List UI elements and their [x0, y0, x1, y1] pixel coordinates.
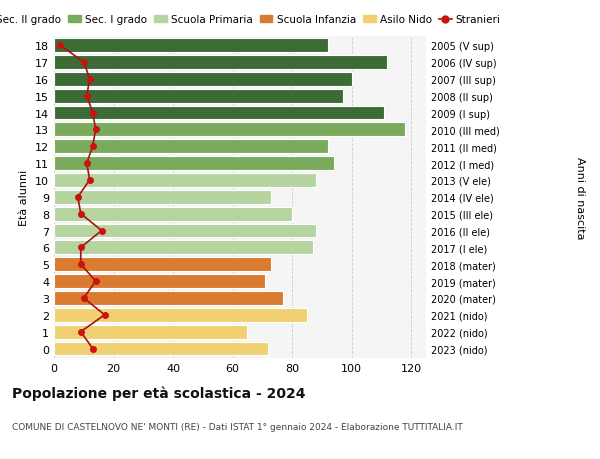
Text: COMUNE DI CASTELNOVO NE' MONTI (RE) - Dati ISTAT 1° gennaio 2024 - Elaborazione : COMUNE DI CASTELNOVO NE' MONTI (RE) - Da…: [12, 422, 463, 431]
Bar: [54, 174, 316, 187]
Bar: [54, 106, 385, 120]
Bar: [54, 73, 352, 86]
Y-axis label: Età alunni: Età alunni: [19, 169, 29, 225]
Bar: [54, 157, 334, 171]
Bar: [54, 241, 313, 255]
Bar: [54, 56, 388, 70]
Bar: [54, 123, 405, 137]
Text: Popolazione per età scolastica - 2024: Popolazione per età scolastica - 2024: [12, 386, 305, 400]
Bar: [54, 207, 292, 221]
Legend: Sec. II grado, Sec. I grado, Scuola Primaria, Scuola Infanzia, Asilo Nido, Stran: Sec. II grado, Sec. I grado, Scuola Prim…: [0, 15, 500, 25]
Bar: [54, 308, 307, 322]
Bar: [54, 258, 271, 272]
Bar: [54, 291, 283, 305]
Bar: [54, 90, 343, 103]
Bar: [54, 224, 316, 238]
Bar: [54, 274, 265, 288]
Bar: [54, 190, 271, 204]
Bar: [54, 140, 328, 154]
Bar: [54, 39, 328, 53]
Bar: [54, 342, 268, 356]
Y-axis label: Anni di nascita: Anni di nascita: [575, 156, 585, 239]
Bar: [54, 325, 247, 339]
